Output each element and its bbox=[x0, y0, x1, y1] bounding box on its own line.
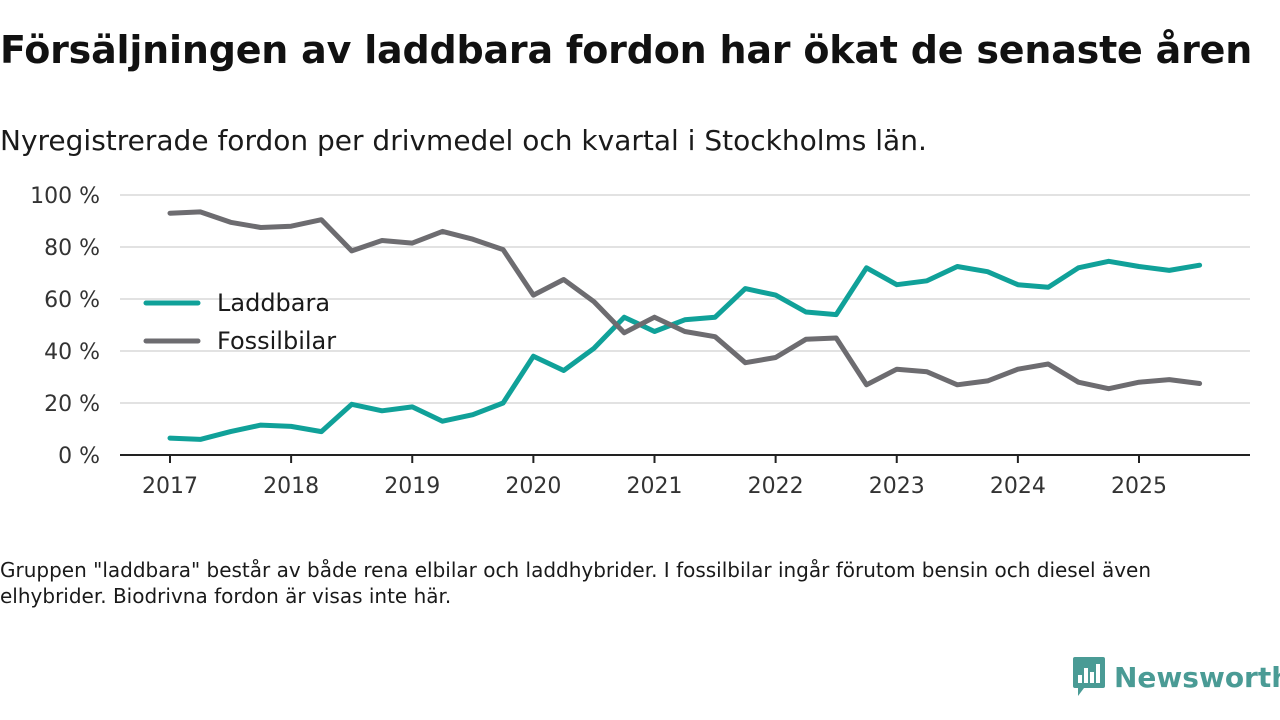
brand-name: Newsworthy bbox=[1114, 660, 1280, 694]
legend-label-fossilbilar: Fossilbilar bbox=[217, 327, 336, 355]
y-tick-label: 40 % bbox=[44, 340, 100, 365]
chart-title: Försäljningen av laddbara fordon har öka… bbox=[0, 28, 1253, 72]
x-tick-label: 2019 bbox=[384, 474, 440, 499]
x-tick-label: 2022 bbox=[748, 474, 804, 499]
x-tick-label: 2023 bbox=[869, 474, 925, 499]
series-lines bbox=[167, 209, 1203, 442]
y-tick-label: 0 % bbox=[58, 444, 100, 469]
legend: Laddbara Fossilbilar bbox=[143, 289, 336, 355]
y-tick-label: 20 % bbox=[44, 392, 100, 417]
chart-subtitle: Nyregistrerade fordon per drivmedel och … bbox=[0, 124, 927, 157]
x-tick-label: 2017 bbox=[142, 474, 198, 499]
x-tick-label: 2021 bbox=[627, 474, 683, 499]
y-tick-label: 100 % bbox=[30, 184, 100, 209]
line-chart: 0 % 20 % 40 % 60 % 80 % 100 % 2017 2018 2019 2020… bbox=[30, 184, 1250, 499]
gridlines bbox=[120, 194, 1250, 404]
footnote: Gruppen "laddbara" består av både rena e… bbox=[0, 558, 1152, 608]
brand-logo[interactable]: Newsworthy bbox=[1072, 656, 1280, 698]
y-tick-label: 80 % bbox=[44, 236, 100, 261]
x-tick-label: 2025 bbox=[1111, 474, 1167, 499]
x-tick-label: 2020 bbox=[505, 474, 561, 499]
series-line-fossilbilar bbox=[167, 209, 1203, 392]
legend-label-laddbara: Laddbara bbox=[217, 289, 330, 317]
axes: 0 % 20 % 40 % 60 % 80 % 100 % 2017 2018 2019 2020… bbox=[30, 184, 1250, 499]
x-tick-label: 2024 bbox=[990, 474, 1046, 499]
y-tick-label: 60 % bbox=[44, 288, 100, 313]
newsworthy-logo-icon bbox=[1073, 657, 1105, 696]
series-line-laddbara bbox=[167, 258, 1203, 442]
x-tick-label: 2018 bbox=[263, 474, 319, 499]
